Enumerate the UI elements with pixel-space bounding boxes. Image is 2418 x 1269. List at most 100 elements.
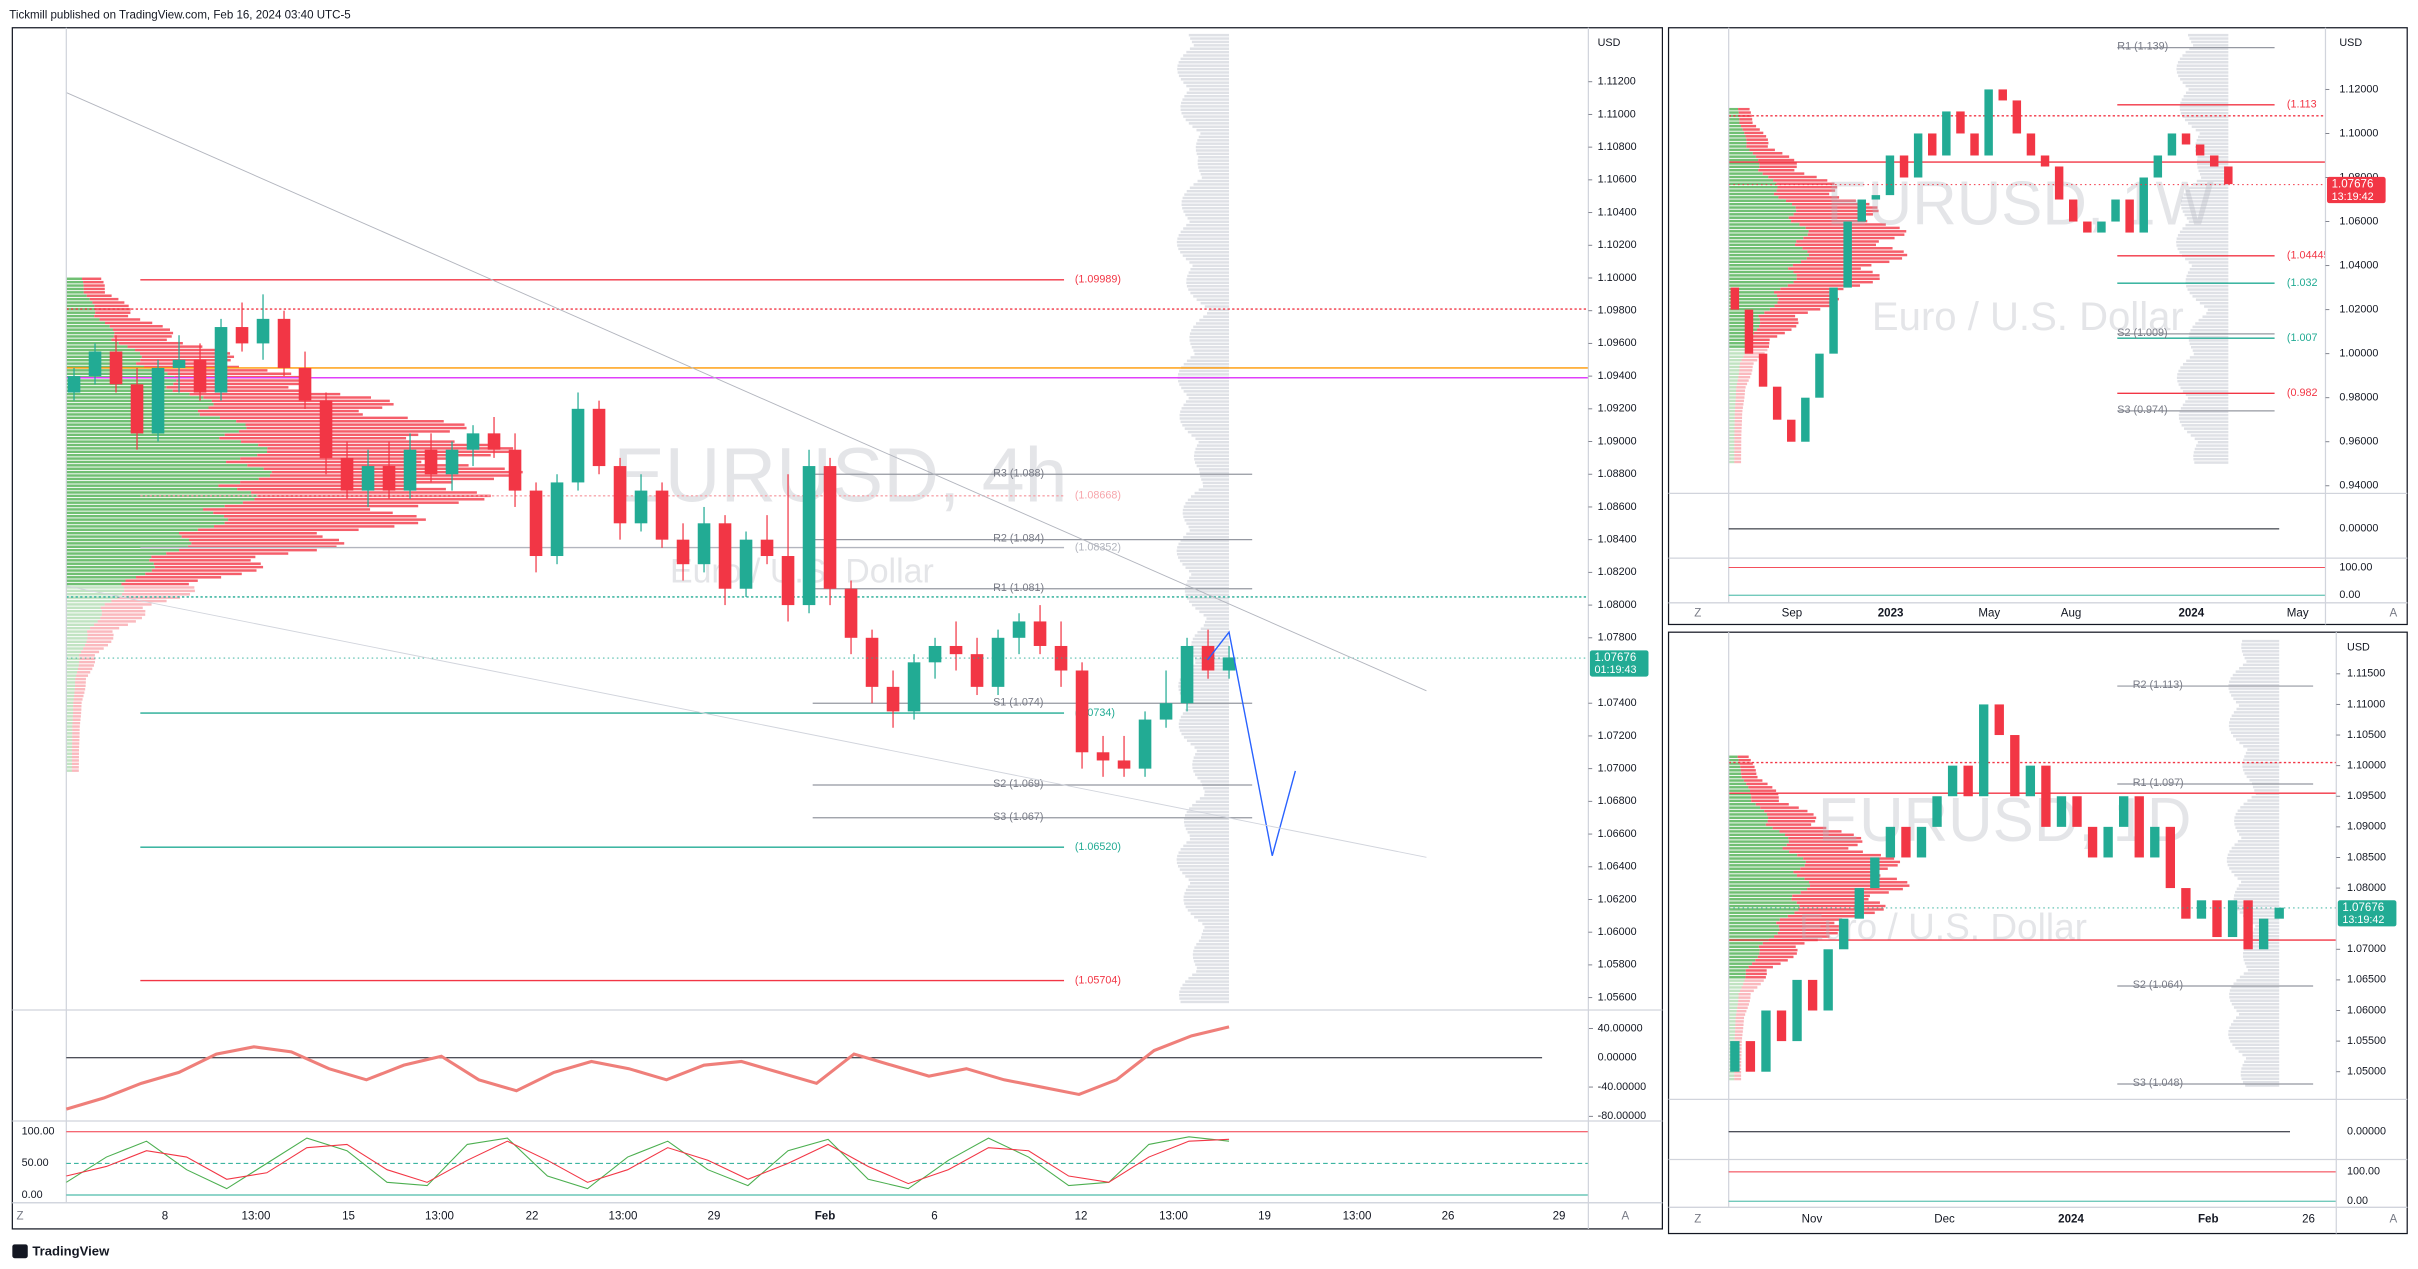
volume-profile-sell [99, 318, 141, 321]
candle-body [1998, 89, 2007, 101]
volume-profile-row [2184, 118, 2229, 122]
volume-profile-row [2198, 169, 2229, 173]
volume-profile-row [2236, 887, 2280, 890]
volume-profile-row [2195, 142, 2229, 145]
volume-profile-row [2180, 203, 2229, 207]
volume-profile-row [2229, 1026, 2280, 1030]
volume-profile-row [2195, 128, 2229, 132]
volume-profile-row [1184, 94, 1230, 98]
candle-body [88, 351, 102, 377]
volume-profile-row [1193, 349, 1230, 352]
volume-profile-row [2179, 251, 2229, 254]
volume-profile-buy [1728, 864, 1805, 867]
volume-profile-row [1204, 926, 1230, 929]
volume-profile-row [2195, 298, 2229, 301]
scale-button-auto[interactable]: A [1622, 1211, 1630, 1223]
volume-profile-buy [1728, 124, 1742, 128]
volume-profile-sell [211, 399, 390, 403]
candle-body [193, 359, 207, 393]
volume-profile-buy [1728, 769, 1741, 772]
volume-profile-sell [1765, 823, 1812, 826]
pivot-label: S3 (1.067) [993, 811, 1043, 823]
volume-profile-row [2234, 894, 2280, 897]
volume-profile-sell [1734, 409, 1743, 413]
volume-profile-sell [203, 396, 372, 399]
price-level-label: (1.06520) [1075, 841, 1121, 853]
volume-profile-row [1185, 566, 1230, 569]
volume-profile-sell [95, 311, 131, 314]
volume-profile-buy [1728, 765, 1741, 769]
volume-profile-sell [100, 606, 143, 610]
volume-profile-row [1191, 40, 1230, 44]
volume-profile-buy [66, 569, 152, 572]
volume-profile-row [2204, 305, 2229, 308]
volume-profile-row [2231, 694, 2280, 697]
price-tick-label: 1.09000 [1598, 435, 1637, 447]
volume-profile-sell [1789, 850, 1863, 853]
volume-profile-buy [1728, 1026, 1736, 1030]
scale-button-auto-zoom[interactable]: Z [1694, 608, 1701, 620]
volume-profile-sell [1755, 803, 1789, 806]
volume-profile-row [2182, 362, 2229, 366]
candle-body [445, 449, 459, 475]
volume-profile-row [2243, 758, 2280, 762]
volume-profile-row [2245, 1057, 2280, 1060]
oscillator-tick-label: 0.00000 [1598, 1052, 1637, 1064]
volume-profile-sell [1739, 118, 1753, 121]
volume-profile-sell [89, 297, 119, 301]
time-label: Feb [2198, 1214, 2219, 1226]
volume-profile-sell [73, 704, 82, 708]
volume-profile-row [2185, 50, 2229, 54]
volume-profile-row [1182, 424, 1230, 427]
scale-button-auto-zoom[interactable]: Z [17, 1211, 24, 1223]
volume-profile-row [2187, 288, 2229, 291]
volume-profile-row [2241, 1067, 2280, 1070]
volume-profile-buy [1728, 192, 1774, 196]
scale-button-auto[interactable]: A [2389, 1214, 2397, 1226]
scale-button-auto-zoom[interactable]: Z [1694, 1214, 1701, 1226]
volume-profile-row [2191, 264, 2229, 268]
candle-body [1932, 796, 1942, 827]
candle-body [2056, 796, 2067, 827]
volume-profile-row [2179, 410, 2229, 413]
scale-button-auto[interactable]: A [2389, 608, 2397, 620]
volume-profile-buy [1728, 107, 1739, 111]
publish-header: Tickmill published on TradingView.com, F… [9, 9, 350, 21]
candle-body [1823, 949, 1833, 1011]
volume-profile-row [2231, 870, 2280, 874]
volume-profile-row [2194, 447, 2229, 451]
volume-profile-buy [66, 745, 73, 749]
volume-profile-sell [1782, 847, 1849, 850]
candle-body [2224, 166, 2233, 185]
volume-profile-sell [1759, 318, 1798, 321]
volume-profile-sell [1735, 403, 1744, 406]
volume-profile-sell [92, 301, 125, 304]
volume-profile-buy [1728, 152, 1753, 155]
candle-body [2041, 765, 2051, 827]
volume-profile-row [1186, 284, 1230, 288]
volume-profile-sell [72, 735, 80, 738]
stochastic-tick-label: 0.00 [2339, 589, 2360, 601]
candle-body [2274, 907, 2284, 919]
volume-profile-row [1199, 471, 1230, 474]
price-tick-label: 1.05800 [1598, 959, 1637, 971]
volume-profile-sell [1776, 294, 1836, 297]
volume-profile-row [2188, 122, 2229, 125]
volume-profile-buy [66, 721, 73, 725]
volume-profile-buy [66, 436, 220, 440]
volume-profile-row [1183, 54, 1230, 57]
volume-profile-row [1187, 498, 1230, 502]
volume-profile-row [1183, 403, 1230, 407]
volume-profile-row [2244, 755, 2280, 758]
volume-profile-row [2177, 234, 2229, 237]
volume-profile-row [1203, 315, 1230, 318]
volume-profile-buy [66, 511, 214, 515]
candle-body [991, 637, 1005, 687]
time-label: 2024 [2058, 1214, 2084, 1226]
volume-profile-buy [66, 294, 87, 297]
volume-profile-buy [66, 314, 95, 318]
volume-profile-buy [66, 538, 190, 542]
volume-profile-sell [1804, 864, 1898, 867]
volume-profile-sell [1742, 128, 1760, 131]
volume-profile-row [1178, 556, 1230, 559]
